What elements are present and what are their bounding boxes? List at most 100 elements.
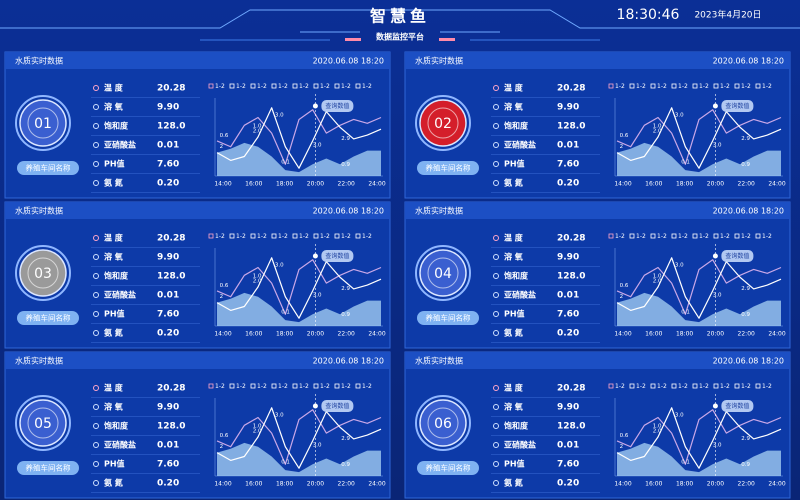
panel-header	[405, 202, 790, 219]
legend-label: 1-2	[278, 383, 288, 390]
panel-title: 水质实时数据	[15, 356, 63, 366]
metric-value: 128.0	[557, 272, 585, 282]
badge-outer	[415, 95, 471, 151]
metric-value: 20.28	[157, 84, 185, 94]
point-label: 3.0	[275, 113, 284, 119]
x-tick-label: 20:00	[707, 481, 724, 488]
metric-label: 温 度	[504, 383, 524, 393]
point-label: 0.1	[281, 309, 290, 315]
point-label: 2.0	[253, 128, 262, 134]
legend-swatch	[650, 83, 656, 89]
legend-label: 1-2	[320, 383, 330, 390]
line	[616, 107, 782, 169]
area	[217, 292, 381, 326]
legend-swatch	[755, 83, 761, 89]
legend-swatch	[250, 383, 256, 389]
x-tick-label: 24:00	[768, 481, 785, 488]
line	[216, 409, 382, 465]
legend-swatch	[755, 383, 761, 389]
metric-label: 温 度	[104, 383, 124, 393]
metric-bullet	[93, 254, 99, 260]
legend-label: 1-2	[320, 233, 330, 240]
x-tick-label: 22:00	[738, 481, 755, 488]
x-tick-label: 24:00	[368, 331, 385, 338]
metric-bullet	[493, 442, 499, 448]
metric-value: 7.60	[157, 160, 179, 170]
point-label: 2.9	[341, 136, 350, 142]
metric-bullet	[93, 85, 99, 91]
point-label: 1.0	[653, 124, 662, 130]
point-label: 1.0	[653, 274, 662, 280]
legend-swatch	[334, 383, 340, 389]
badge-outer	[15, 395, 71, 451]
metric-bullet	[493, 104, 499, 110]
line	[616, 109, 782, 165]
metric-bullet	[493, 254, 499, 260]
line	[216, 407, 382, 469]
point-label: 3.0	[713, 292, 722, 298]
point-label: 2.9	[741, 136, 750, 142]
x-tick-label: 18:00	[276, 481, 293, 488]
panel-title: 水质实时数据	[15, 206, 63, 216]
button-label: 养殖车间名称	[426, 313, 471, 323]
metric-label: PH值	[504, 309, 525, 319]
metric-label: 饱和度	[504, 121, 529, 131]
point-label: 2.0	[653, 278, 662, 284]
line	[616, 257, 782, 319]
badge-ring	[419, 249, 467, 297]
button	[17, 461, 79, 475]
tooltip	[721, 250, 754, 262]
point-label: 0.9	[741, 162, 750, 168]
legend-label: 1-2	[636, 383, 646, 390]
metric-label: 氨 氮	[504, 178, 523, 188]
tooltip	[321, 400, 354, 412]
point-label: 3.0	[675, 113, 684, 119]
panel-header	[405, 52, 790, 69]
x-tick-label: 20:00	[707, 331, 724, 338]
legend-label: 1-2	[320, 83, 330, 90]
legend-label: 1-2	[678, 83, 688, 90]
header-subtitle: 数据监控平台	[376, 32, 424, 42]
metric-bullet	[93, 423, 99, 429]
metric-value: 7.60	[157, 460, 179, 470]
metric-label: 温 度	[504, 83, 524, 93]
panel-date: 2020.06.08 18:20	[713, 357, 784, 366]
x-tick-label: 16:00	[645, 481, 662, 488]
legend-swatch	[208, 233, 214, 239]
badge-number: 06	[434, 416, 452, 432]
legend-swatch	[334, 233, 340, 239]
metric-label: 亚硝酸盐	[104, 140, 136, 150]
x-tick-label: 16:00	[245, 331, 262, 338]
panel-header	[5, 52, 390, 69]
metric-bullet	[93, 142, 99, 148]
legend-swatch	[608, 383, 614, 389]
x-tick-label: 22:00	[338, 331, 355, 338]
badge-inner	[27, 257, 59, 289]
badge-outer	[15, 245, 71, 301]
point-label: 1.0	[653, 424, 662, 430]
point-label: 0.9	[341, 312, 350, 318]
metric-value: 7.60	[157, 310, 179, 320]
point-label: 3.0	[713, 142, 722, 148]
metric-label: PH值	[104, 459, 125, 469]
metric-label: 饱和度	[504, 271, 529, 281]
x-tick-label: 20:00	[707, 181, 724, 188]
metric-bullet	[93, 161, 99, 167]
badge-inner	[427, 257, 459, 289]
panel-title: 水质实时数据	[15, 56, 63, 66]
legend-swatch	[713, 383, 719, 389]
point-label: 2.0	[653, 428, 662, 434]
legend-swatch	[671, 83, 677, 89]
badge-number: 02	[434, 116, 452, 132]
legend-swatch	[271, 233, 277, 239]
legend-label: 1-2	[341, 83, 351, 90]
point-label: 0.6	[220, 133, 229, 139]
panel-title: 水质实时数据	[415, 206, 463, 216]
badge-inner	[27, 407, 59, 439]
metric-label: 氨 氮	[104, 328, 123, 338]
x-tick-label: 22:00	[338, 181, 355, 188]
metric-value: 7.60	[557, 310, 579, 320]
badge-outer	[15, 95, 71, 151]
metric-bullet	[93, 273, 99, 279]
